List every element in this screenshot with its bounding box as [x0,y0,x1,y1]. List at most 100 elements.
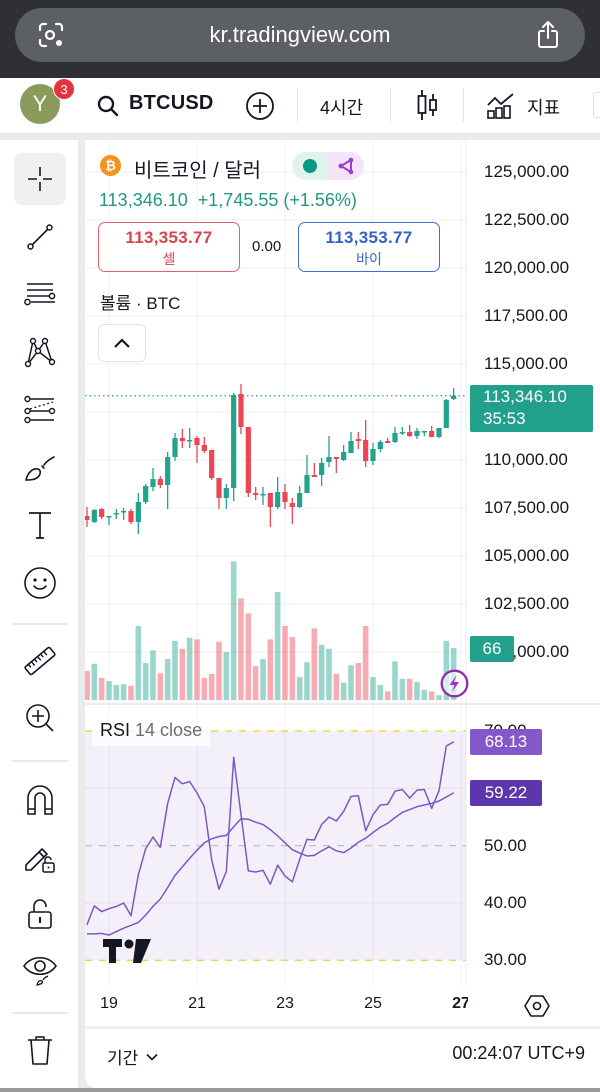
tool-emoji[interactable] [14,557,66,609]
candle-body [85,516,90,521]
notification-badge: 3 [53,78,75,100]
volume-bar [362,625,369,700]
tool-ruler[interactable] [14,635,66,687]
search-icon[interactable] [96,94,120,118]
volume-bar [252,666,259,700]
url-text[interactable]: kr.tradingview.com [209,22,391,47]
date-range-button[interactable]: 기간 [107,1044,158,1069]
volume-legend[interactable]: 볼륨 · BTC [100,294,181,313]
chart-panel[interactable] [85,140,600,1088]
volume-bar [223,651,230,700]
interval-button[interactable]: 4시간 [320,98,364,118]
volume-bar [399,678,406,700]
candle-body [91,510,97,523]
chevron-up-icon [114,338,130,348]
toolbar-overflow-icon[interactable] [593,92,600,118]
tool-crosshair[interactable] [14,153,66,205]
address-bar[interactable]: kr.tradingview.com [15,8,585,62]
time-axis[interactable]: 19 21 23 25 27 [85,985,468,1025]
time-axis-label: 21 [188,995,206,1012]
time-axis-label: 19 [100,995,118,1012]
tool-fib-retracement[interactable] [14,269,66,321]
candle-body [150,479,156,488]
candle-body [165,457,171,486]
tool-forecast[interactable] [14,384,66,436]
tool-brush[interactable] [14,442,66,494]
last-price: 113,346.10 [99,190,188,210]
compare-add-icon[interactable] [245,91,275,121]
sell-label: 셀 [162,251,176,267]
volume-bar [348,665,354,700]
magnet-icon [27,785,53,815]
market-open-indicator[interactable] [292,152,328,180]
candle-body [326,457,332,463]
chart-settings-icon[interactable] [524,993,550,1019]
candle-type-icon[interactable] [416,89,440,121]
candle-body [121,511,127,513]
tool-xabcd-pattern[interactable] [14,326,66,378]
volume-bar [340,682,347,700]
volume-bar [443,640,450,700]
price-axis-label: 115,000.00 [484,354,568,373]
candle-body [443,400,449,428]
rsi-legend[interactable]: RSI 14 close [92,716,211,746]
price-axis-label: 102,500.00 [484,594,570,613]
price-axis-label: 105,000.00 [484,546,570,565]
symbol-search-button[interactable]: BTCUSD [129,92,214,114]
volume-bar [179,648,186,700]
tool-zoom-in[interactable] [14,692,66,744]
price-axis-label: 110,000.00 [484,450,568,469]
fib-retracement-icon [24,283,56,306]
volume-bar [150,650,156,700]
date-range-label: 기간 [107,1049,139,1068]
volume-bar [135,625,142,700]
tool-lock-all[interactable] [14,888,66,940]
tool-trend-line[interactable] [14,211,66,263]
rsi-axis-label: 50.00 [484,835,527,855]
volume-bar [392,661,398,700]
tradingview-logo-icon [103,939,151,963]
forecast-icon [24,395,56,424]
volume-bar [333,674,340,700]
candle-body [304,475,310,494]
collapse-legend-button[interactable] [98,324,146,362]
candle-body [106,516,112,518]
symbol-title[interactable]: 비트코인 / 달러 [134,160,262,182]
page-scan-icon[interactable] [37,21,65,49]
drawing-toolbar [0,140,78,1092]
market-status-pill[interactable] [292,152,364,180]
lightning-button-icon[interactable] [440,669,469,698]
ruler-icon [24,646,56,676]
volume-bar [289,636,296,700]
toolbar-separator [12,1012,68,1014]
rsi-line [86,741,455,926]
tool-delete[interactable] [14,1024,66,1076]
indicators-button[interactable]: 지표 [527,98,561,118]
tool-magnet[interactable] [14,774,66,826]
share-data-indicator[interactable] [328,152,364,180]
indicators-icon[interactable] [486,89,516,119]
price-change-line: 113,346.10 +1,745.55 (+1.56%) [99,190,357,211]
candle-body [414,431,420,437]
timezone-clock[interactable]: 00:24:07 UTC+9 [452,1043,585,1063]
tool-lock-drawings[interactable] [14,831,66,883]
candle-body [407,432,413,437]
rsi-ma-line [87,792,455,936]
share-icon[interactable] [535,20,561,50]
crosshair-icon [28,167,52,191]
candle-body [311,475,317,477]
volume-bar [326,648,332,700]
sell-button[interactable]: 113,353.77 셀 [98,222,240,272]
chart-canvas[interactable] [85,140,600,1030]
bitcoin-logo-icon: ₿ [100,155,121,176]
browser-bar: kr.tradingview.com [0,0,600,78]
volume-bar [436,695,442,700]
volume-bar [113,685,120,700]
tool-hide-drawings[interactable] [14,944,66,996]
tool-text[interactable] [14,499,66,551]
candle-body [216,477,222,499]
rsi-name: RSI [100,720,131,740]
rsi-band [85,731,466,961]
buy-button[interactable]: 113,353.77 바이 [298,222,440,272]
volume-bar [414,681,420,700]
